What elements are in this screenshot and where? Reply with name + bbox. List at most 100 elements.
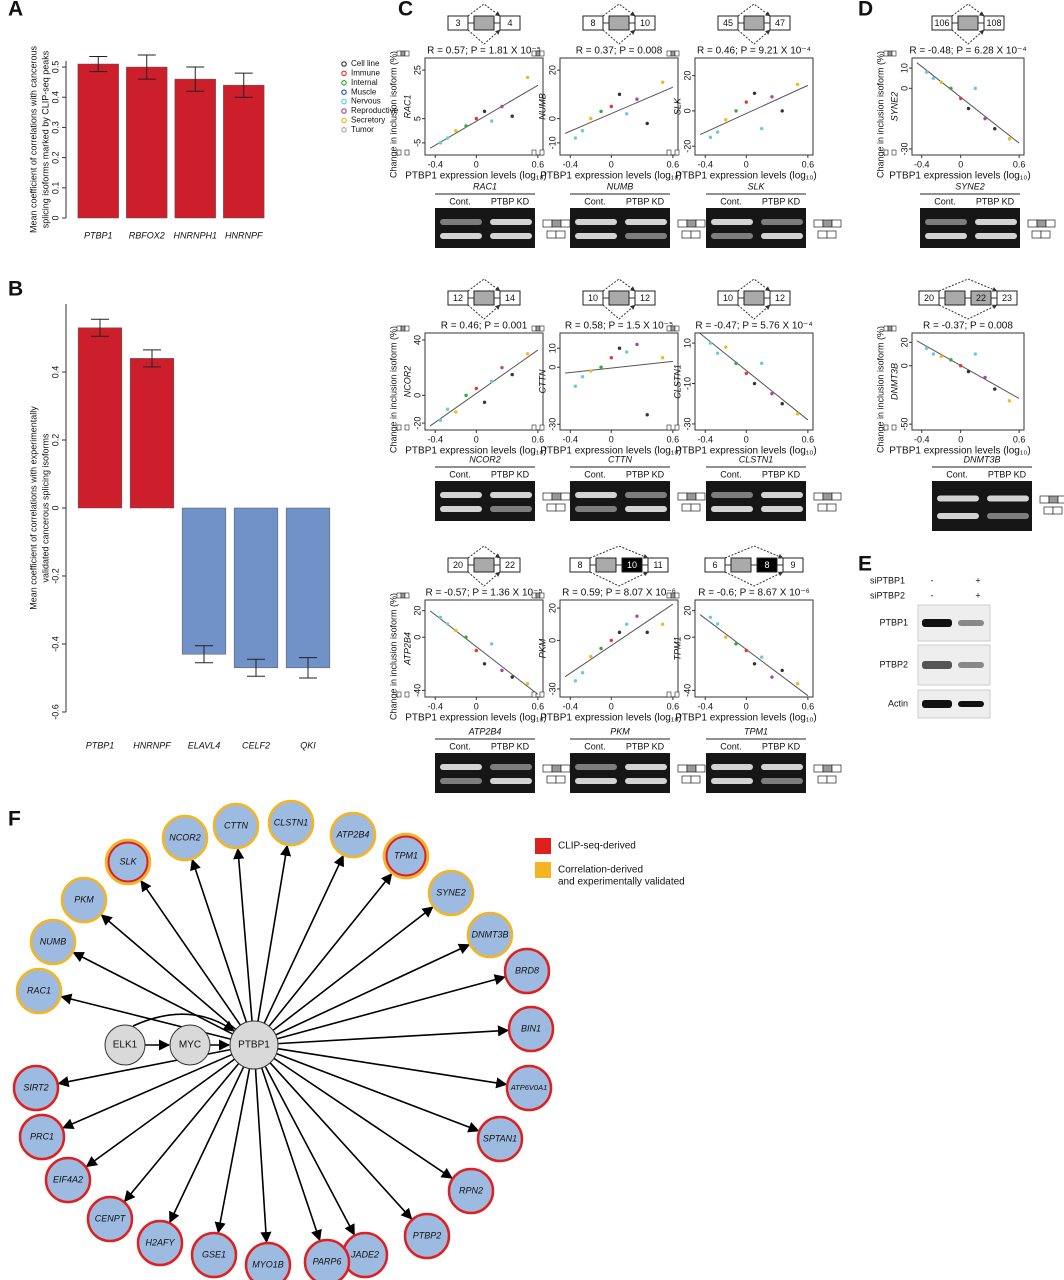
scatter-point xyxy=(445,136,450,140)
scatter-point xyxy=(609,356,614,360)
scatter-point xyxy=(589,116,593,121)
gel-band xyxy=(440,506,482,512)
isoform-glyph xyxy=(1057,495,1064,504)
x-tick-label: 0.6 xyxy=(802,159,815,169)
y-tick-label: 25 xyxy=(412,65,422,75)
exon xyxy=(447,557,469,573)
regulation-edge xyxy=(85,1058,236,1168)
target-node xyxy=(212,802,260,850)
isoform-glyph xyxy=(677,764,688,773)
lane-label: Cont. xyxy=(449,469,471,479)
gel-band xyxy=(987,495,1029,502)
isoform-glyph xyxy=(891,325,897,332)
exon xyxy=(983,15,1005,31)
panel-label: C xyxy=(398,0,413,21)
regulation-edge xyxy=(140,880,242,1026)
scatter-point xyxy=(759,126,764,131)
scatter-point xyxy=(993,127,997,131)
gel-band xyxy=(625,233,667,239)
gel-band xyxy=(575,506,617,512)
scatter-point xyxy=(715,351,720,355)
scatter-point xyxy=(660,356,665,360)
y-tick-label: 0.5 xyxy=(50,61,60,74)
scatter-point xyxy=(770,391,774,396)
x-tick-label: 0.6 xyxy=(667,159,680,169)
isoform-glyph xyxy=(555,230,566,239)
gene-label: NUMB xyxy=(537,93,547,120)
regression-line xyxy=(916,62,1020,144)
legend-label: Muscle xyxy=(351,87,377,96)
splice-arrow xyxy=(467,278,501,292)
regulation-edge xyxy=(100,914,237,1031)
lane-label: Cont. xyxy=(584,741,606,751)
gel-band xyxy=(490,778,532,784)
isoform-glyph xyxy=(666,424,672,431)
target-node xyxy=(427,869,475,917)
scatter-point xyxy=(624,350,629,354)
scatter-point xyxy=(489,379,494,384)
x-axis-label: PTBP1 expression levels (log₁₀) xyxy=(405,713,546,724)
scatter-point xyxy=(599,365,603,369)
scatter-point xyxy=(752,381,757,386)
isoform-glyph xyxy=(396,592,402,599)
scatter-point xyxy=(474,648,479,653)
scatter-point xyxy=(949,358,953,362)
x-axis-label: PTBP1 expression levels (log₁₀) xyxy=(675,713,816,724)
regulation-edge xyxy=(169,1066,245,1224)
exon-number: 22 xyxy=(505,560,515,570)
x-tick-label: 0 xyxy=(609,701,614,711)
y-tick-label: 0 xyxy=(547,365,557,370)
y-axis-label: validated cancerous splicing isoforms xyxy=(40,433,50,583)
plot-frame xyxy=(424,332,544,431)
exon xyxy=(769,290,791,306)
panel-label: F xyxy=(8,808,21,831)
y-tick-label: 20 xyxy=(682,71,692,81)
gel-image xyxy=(706,208,806,248)
gel-image xyxy=(435,208,535,248)
x-tick-label: 0.6 xyxy=(532,159,545,169)
splice-arrow xyxy=(467,29,501,45)
isoform-glyph xyxy=(690,775,701,784)
isoform-glyph xyxy=(1036,219,1047,228)
legend-label: Cell line xyxy=(351,59,380,68)
scatter-point xyxy=(931,352,936,356)
isoform-glyph xyxy=(1052,506,1063,515)
node-label: PARP6 xyxy=(313,1256,342,1266)
x-axis-label: PTBP1 expression levels (log₁₀) xyxy=(889,446,1030,457)
x-tick-label: 0.6 xyxy=(1013,434,1026,444)
legend-marker xyxy=(341,117,347,124)
exon xyxy=(743,15,765,31)
scatter-point xyxy=(780,109,784,113)
scatter-point xyxy=(724,345,728,349)
isoform-glyph xyxy=(690,230,701,239)
splice-arrow xyxy=(602,278,636,292)
exon xyxy=(569,557,591,573)
target-node xyxy=(466,911,514,959)
x-tick-label: PTBP1 xyxy=(84,230,113,240)
exon-number: 108 xyxy=(986,18,1001,28)
x-axis-label: PTBP1 expression levels (log₁₀) xyxy=(889,171,1030,182)
gene-label: DNMT3B xyxy=(889,363,899,400)
regulation-edge xyxy=(254,1068,272,1244)
bar xyxy=(77,327,123,509)
lane-label: Cont. xyxy=(449,741,471,751)
y-tick-label: 0.2 xyxy=(50,434,60,447)
scatter-point xyxy=(445,407,450,411)
y-tick-label: -40 xyxy=(412,684,422,697)
scatter-point xyxy=(580,375,585,379)
hub-node xyxy=(104,1024,146,1066)
plot-frame xyxy=(694,332,814,431)
y-tick-label: 0 xyxy=(547,116,557,121)
gel-image xyxy=(706,753,806,793)
isoform-glyph xyxy=(531,325,537,332)
regression-line xyxy=(699,84,809,136)
gel-band xyxy=(711,233,753,239)
scatter-point xyxy=(973,86,978,91)
scatter-point xyxy=(482,662,487,666)
stat-label: R = 0.46; P = 9.21 X 10⁻⁴ xyxy=(697,46,811,57)
stat-label: R = 0.57; P = 1.81 X 10⁻⁵ xyxy=(427,46,541,57)
scatter-point xyxy=(624,622,629,626)
isoform-glyph xyxy=(560,492,571,501)
target-node xyxy=(161,814,209,862)
x-axis-label: PTBP1 expression levels (log₁₀) xyxy=(540,171,681,182)
